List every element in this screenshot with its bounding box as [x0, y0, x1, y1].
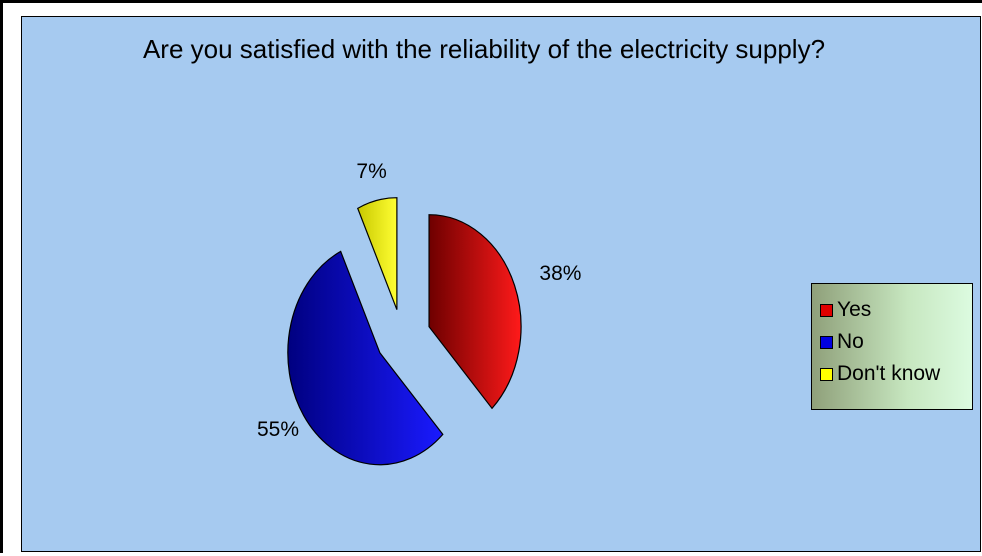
legend-label-no: No — [837, 330, 864, 353]
legend-item-yes: Yes — [820, 294, 972, 326]
data-label-no: 55% — [257, 417, 300, 441]
data-label-dont-know: 7% — [356, 160, 387, 184]
legend-swatch-no — [820, 335, 833, 349]
legend-label-yes: Yes — [837, 298, 872, 321]
legend-swatch-yes — [820, 303, 833, 317]
pie-slice-no — [287, 250, 444, 466]
pie-chart — [287, 197, 522, 466]
legend: Yes No Don't know — [811, 283, 973, 410]
data-label-yes: 38% — [539, 262, 582, 286]
chart-title: Are you satisfied with the reliability o… — [142, 34, 826, 64]
pie-slice-dont-know — [356, 197, 398, 310]
legend-item-no: No — [820, 326, 972, 358]
legend-swatch-dont-know — [820, 367, 833, 381]
pie-slice-yes — [428, 214, 522, 410]
legend-label-dont-know: Don't know — [837, 362, 941, 385]
legend-item-dont-know: Don't know — [820, 358, 972, 390]
